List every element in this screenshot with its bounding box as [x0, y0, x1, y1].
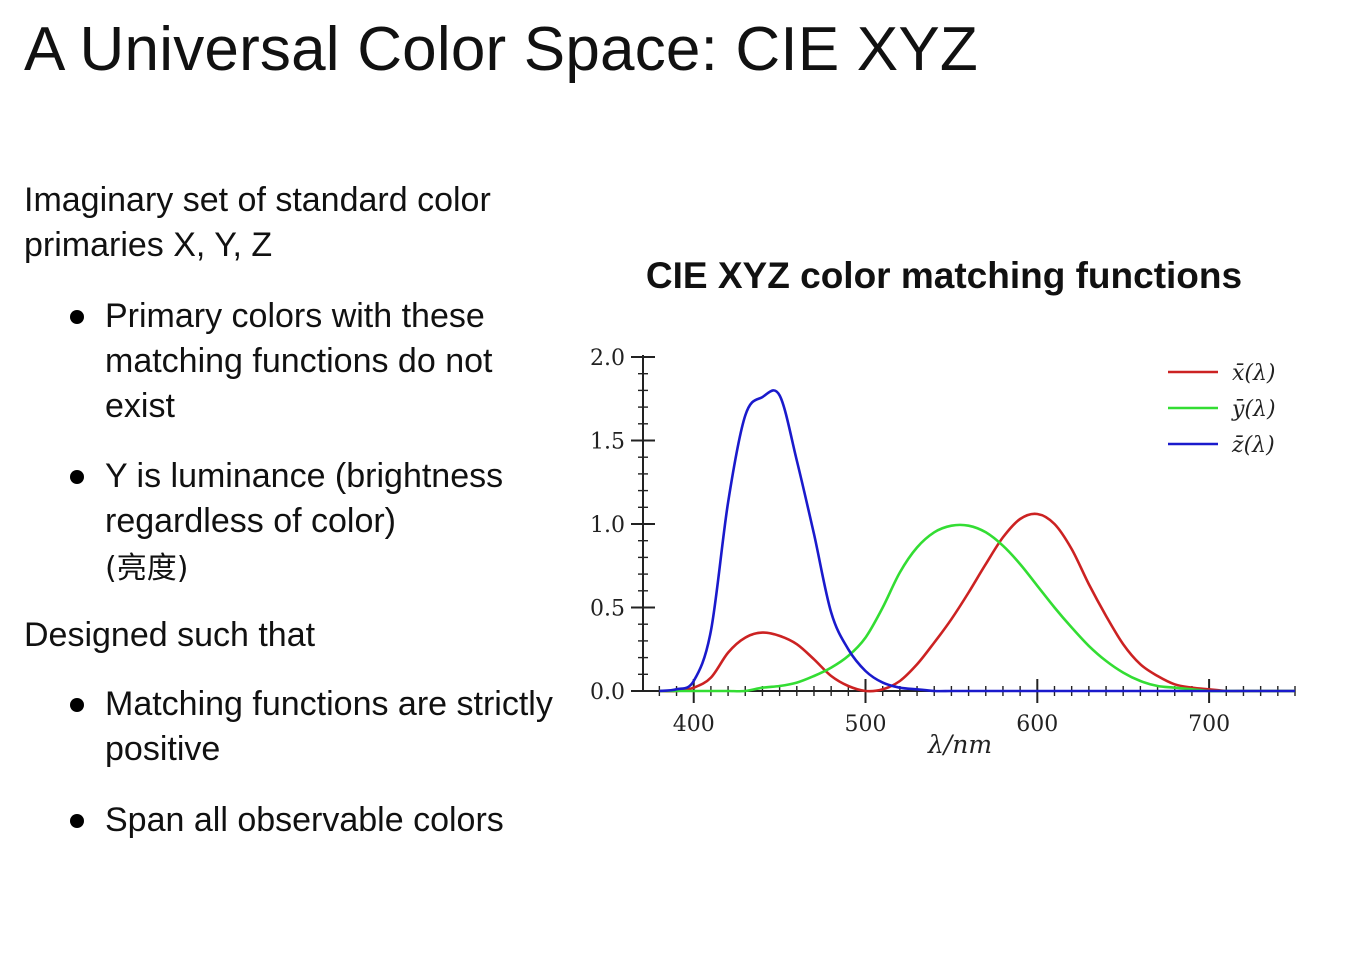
primary-bullet-list: Primary colors with these matching funct…: [24, 294, 564, 591]
x-bar-series-line: [659, 512, 1295, 693]
bullet-item-positive: Matching functions are strictly positive: [24, 682, 564, 772]
bullet-column: Imaginary set of standard color primarie…: [24, 178, 564, 843]
cmf-chart: 0.0 0.5 1.0 1.5 2.0 400 500 600 700 λ/nm x̄(λ) ȳ(λ)…: [590, 346, 1296, 759]
y-tick-label: 0.5: [590, 597, 625, 622]
legend-y-bar-label: ȳ(λ): [1231, 397, 1276, 422]
bullet-item-span: Span all observable colors: [24, 798, 564, 843]
legend-x-bar-label: x̄(λ): [1232, 361, 1276, 386]
designed-heading: Designed such that: [24, 616, 316, 654]
y-tick-label: 0.0: [590, 680, 625, 705]
legend-z-bar-label: z̄(λ): [1231, 433, 1275, 458]
chart-title: CIE XYZ color matching functions: [645, 255, 1243, 296]
bullet-item-primaries: Primary colors with these matching funct…: [24, 294, 564, 429]
y-tick-label: 2.0: [590, 346, 625, 371]
slide-title: A Universal Color Space: CIE XYZ: [24, 15, 978, 84]
x-tick-label: 700: [1188, 712, 1230, 737]
y-tick-label: 1.5: [590, 430, 625, 455]
bullet-text: Span all observable colors: [105, 801, 504, 839]
y-bar-series-line: [659, 523, 1295, 693]
z-bar-series-line: [659, 389, 1295, 693]
x-tick-label: 400: [673, 712, 715, 737]
bullet-item-luminance: Y is luminance (brightness regardless of…: [24, 454, 564, 591]
x-tick-label: 500: [845, 712, 887, 737]
x-axis-label: λ/nm: [927, 730, 992, 759]
x-tick-label: 600: [1016, 712, 1058, 737]
luminance-note: (亮度): [105, 551, 189, 586]
y-tick-label: 1.0: [590, 513, 625, 538]
bullet-text: Primary colors with these matching funct…: [105, 297, 493, 425]
bullet-text: Matching functions are strictly positive: [105, 685, 553, 768]
bullet-text: Y is luminance (brightness regardless of…: [105, 457, 504, 540]
designed-bullet-list: Matching functions are strictly positive…: [24, 682, 564, 843]
intro-text: Imaginary set of standard color primarie…: [24, 181, 491, 264]
